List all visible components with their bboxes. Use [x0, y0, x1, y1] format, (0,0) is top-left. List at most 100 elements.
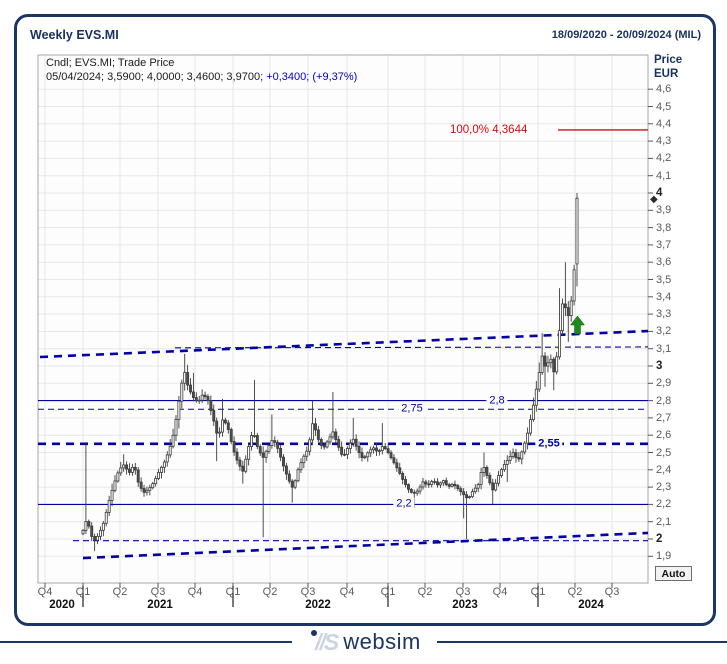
y-tick-label: 3,5	[656, 273, 672, 286]
candle-body	[563, 303, 567, 309]
candle-body	[287, 473, 291, 482]
candle-body	[125, 464, 129, 470]
candle-body	[84, 521, 88, 531]
candle-body	[180, 382, 184, 402]
y-tick-label: 3,9	[656, 204, 672, 217]
candle-body	[273, 440, 277, 443]
candle-body	[157, 472, 161, 479]
candle-body	[302, 455, 306, 464]
candle-body	[250, 435, 253, 448]
candle-body	[197, 399, 201, 402]
candle-body	[186, 372, 190, 386]
plot-background	[38, 55, 648, 583]
trendline	[82, 531, 649, 560]
candle-body	[261, 452, 265, 458]
candle-body	[540, 355, 544, 373]
y-tick-label: 2,1	[656, 515, 672, 528]
candle-body	[505, 460, 509, 465]
y-tick-label: 4,1	[656, 169, 672, 182]
y-tick-label: 2,9	[656, 377, 672, 390]
candle-body	[177, 400, 181, 420]
candle-body	[308, 439, 312, 452]
candle-body	[404, 479, 408, 485]
quarter-label: Q2	[417, 586, 433, 598]
trendline	[39, 329, 649, 359]
candle-body	[226, 422, 230, 430]
candle-body	[296, 469, 300, 482]
candle-body	[502, 464, 506, 470]
candle-body	[290, 480, 294, 488]
candle-body	[470, 491, 474, 498]
candle-body	[218, 431, 222, 434]
candle-body	[96, 535, 99, 541]
logo-wordmark: websim	[343, 629, 421, 654]
candle-body	[508, 456, 512, 461]
candle-body	[511, 452, 515, 457]
candle-body	[171, 434, 175, 447]
y-tick-label: 1,9	[656, 550, 672, 563]
y-tick-label: 3,4	[656, 290, 672, 303]
watermark-line-right	[437, 641, 727, 643]
candle-body	[322, 445, 326, 448]
y-tick-label: 3,1	[656, 342, 672, 355]
candle-body	[398, 467, 402, 474]
candle-body	[270, 440, 274, 447]
quarter-label: Q1	[530, 586, 546, 598]
quarter-label: Q4	[187, 586, 203, 598]
candle-body	[418, 486, 422, 492]
candle-body	[450, 483, 454, 487]
candle-body	[119, 467, 123, 474]
candle-body	[459, 488, 463, 493]
candle-body	[223, 419, 227, 424]
y-tick-label: 2	[656, 533, 663, 545]
legend-values: 05/04/2024; 3,5900; 4,0000; 3,4600; 3,97…	[46, 71, 357, 83]
candle-body	[543, 355, 547, 367]
candle-body	[241, 465, 245, 472]
candle-body	[526, 432, 530, 444]
candle-body	[520, 451, 524, 460]
quarter-label: Q1	[75, 586, 91, 598]
candle-body	[104, 511, 108, 524]
watermark-line-left	[0, 641, 292, 643]
candle-body	[215, 420, 219, 434]
candle-body	[360, 452, 364, 459]
y-tick-label: 2,8	[656, 394, 672, 407]
candle-body	[255, 435, 259, 447]
candle-body	[203, 394, 207, 397]
price-label: Price	[654, 54, 683, 66]
candle-body	[386, 448, 390, 454]
candle-body	[473, 487, 477, 493]
candle-body	[433, 481, 437, 483]
candle-body	[267, 445, 271, 452]
candle-body	[93, 536, 97, 541]
candle-body	[316, 429, 320, 440]
candle-body	[165, 454, 169, 463]
y-tick-label: 3,8	[656, 221, 672, 234]
candle-body	[514, 452, 518, 459]
candle-body	[191, 391, 195, 398]
candle-body	[328, 436, 332, 443]
y-tick-label: 2,3	[656, 481, 672, 494]
candle-body	[90, 525, 94, 537]
candle-body	[485, 467, 489, 476]
candle-body	[369, 449, 373, 454]
year-label: 2021	[147, 599, 173, 611]
websim-logo: //S websim	[296, 626, 436, 658]
y-tick-label: 4,5	[656, 100, 672, 113]
auto-scale-button[interactable]: Auto	[655, 566, 692, 581]
candle-body	[331, 431, 335, 438]
candle-body	[572, 269, 576, 302]
candle-body	[98, 529, 102, 537]
candle-body	[314, 423, 317, 431]
candle-body	[305, 450, 309, 457]
candle-body	[293, 480, 297, 488]
candle-body	[128, 468, 131, 473]
level-label: 2,55	[535, 437, 563, 451]
quarter-label: Q1	[225, 586, 241, 598]
candle-body	[537, 372, 541, 390]
quarter-label: Q4	[492, 586, 508, 598]
candle-body	[546, 362, 550, 367]
quarter-label: Q4	[339, 586, 355, 598]
candle-body	[139, 481, 143, 489]
candle-body	[284, 465, 288, 475]
